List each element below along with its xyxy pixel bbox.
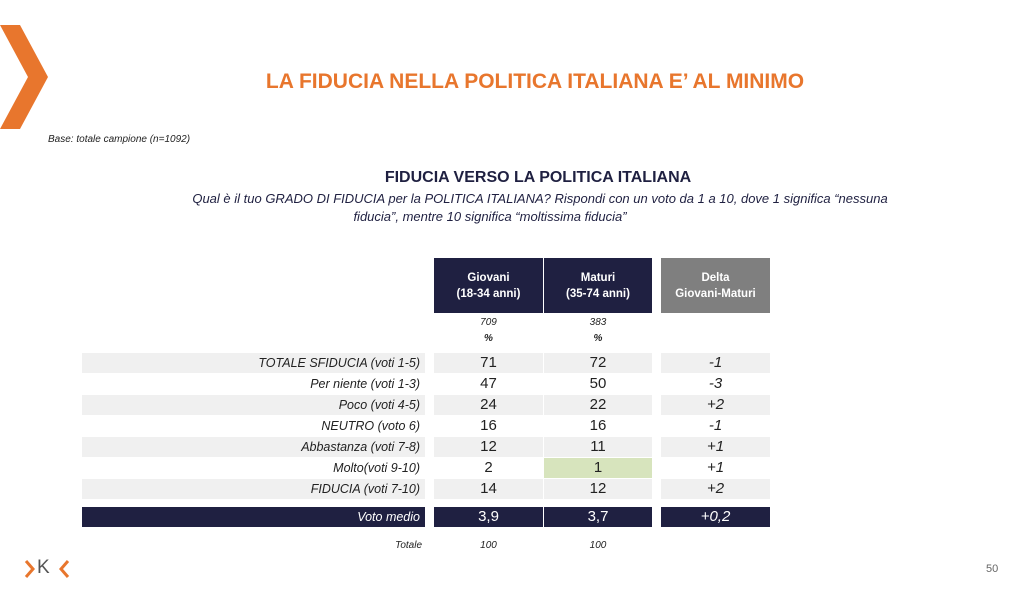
slide-title: LA FIDUCIA NELLA POLITICA ITALIANA E’ AL… [265,70,805,93]
cell: 1 [544,458,652,478]
row-label: Poco (voti 4-5) [82,395,425,415]
chevron [0,25,48,129]
cell: +2 [661,395,770,415]
logo: K [37,557,50,578]
cell: +1 [706,459,725,476]
cell: 16 [589,417,607,434]
cell: 11 [544,437,652,457]
summary-cell: +0,2 [661,507,770,527]
cell: 14 [434,479,543,499]
total-cell: 100 [480,540,497,551]
column-header-text: (35-74 anni) [566,287,630,300]
column-header: Maturi (35-74 anni) [544,258,652,313]
total-label: Totale [395,540,422,551]
cell: 12 [544,479,652,499]
column-header-text: Delta [701,271,730,284]
base-note: Base: totale campione (n=1092) [48,134,191,145]
column-header-text: Giovani [467,271,510,284]
column-header: Delta Giovani-Maturi [661,258,770,313]
question: Qual è il tuo GRADO DI FIDUCIA per la PO… [192,191,888,206]
logo-chevrons [24,560,70,578]
cell: 72 [544,353,652,373]
page-number: 50 [986,563,999,575]
column-header-text: Giovani-Maturi [675,287,756,300]
base-unit: % [484,333,493,344]
cell: 22 [544,395,652,415]
cell: -3 [708,375,723,392]
base-n: 709 [480,317,497,328]
base-unit: % [593,333,603,344]
total-cell: 100 [589,540,607,551]
summary-cell: 3,7 [544,507,652,527]
summary-label: Voto medio [82,507,425,527]
cell: 24 [434,395,543,415]
summary-cell: 3,9 [434,507,543,527]
cell: 2 [484,459,493,476]
cell: 71 [434,353,543,373]
cell: 12 [434,437,543,457]
row-label: Per niente (voti 1-3) [310,377,420,391]
section-title: FIDUCIA VERSO LA POLITICA ITALIANA [384,169,692,186]
cell: +1 [661,437,770,457]
cell: 47 [480,375,497,392]
cell: +2 [661,479,770,499]
row-label: NEUTRO (voto 6) [321,419,420,433]
column-header-text: Maturi [580,271,616,284]
cell: -1 [708,417,723,434]
column-header: Giovani (18-34 anni) [434,258,543,313]
row-label: TOTALE SFIDUCIA (voti 1-5) [82,353,425,373]
row-label: Molto(voti 9-10) [333,461,420,475]
question: fiducia”, mentre 10 significa “moltissim… [353,209,627,224]
base-n: 383 [589,317,607,328]
column-header-text: (18-34 anni) [456,287,521,300]
cell: 16 [480,417,497,434]
cell: -1 [661,353,770,373]
row-label: FIDUCIA (voti 7-10) [82,479,425,499]
row-label: Abbastanza (voti 7-8) [82,437,425,457]
cell: 50 [589,375,607,392]
